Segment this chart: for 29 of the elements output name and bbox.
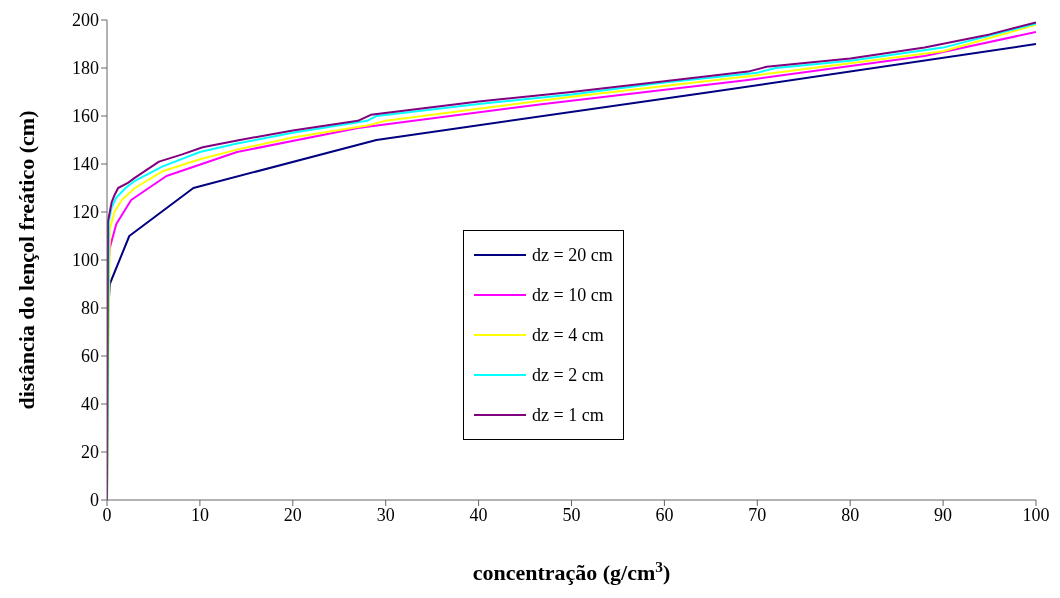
y-tick-label: 40 bbox=[81, 394, 99, 415]
x-tick-label: 60 bbox=[655, 504, 674, 525]
x-tick-label: 70 bbox=[748, 504, 767, 525]
x-tick-label: 20 bbox=[283, 504, 302, 525]
x-tick-label: 100 bbox=[1022, 504, 1050, 525]
legend-label: dz = 1 cm bbox=[532, 404, 604, 426]
y-tick-label: 120 bbox=[72, 202, 99, 223]
y-tick-label: 60 bbox=[81, 346, 99, 367]
y-tick-label: 200 bbox=[72, 10, 99, 31]
x-tick-label: 40 bbox=[469, 504, 488, 525]
x-tick-label: 50 bbox=[562, 504, 581, 525]
legend-label: dz = 2 cm bbox=[532, 364, 604, 386]
y-tick-label: 100 bbox=[72, 250, 99, 271]
legend-label: dz = 10 cm bbox=[532, 284, 613, 306]
x-axis-title: concentração (g/cm$^{3}$) bbox=[472, 557, 671, 585]
y-tick-label: 160 bbox=[72, 106, 99, 127]
y-tick-label: 0 bbox=[90, 490, 99, 511]
y-tick-label: 180 bbox=[72, 58, 99, 79]
y-tick-label: 140 bbox=[72, 154, 99, 175]
x-tick-label: 0 bbox=[102, 504, 112, 525]
x-tick-label: 10 bbox=[190, 504, 209, 525]
y-axis-title: distância do lençol freático (cm) bbox=[14, 110, 39, 410]
x-tick-label: 80 bbox=[841, 504, 860, 525]
y-tick-label: 80 bbox=[81, 298, 99, 319]
x-tick-label: 90 bbox=[934, 504, 953, 525]
legend-label: dz = 20 cm bbox=[532, 244, 613, 266]
y-tick-label: 20 bbox=[81, 442, 99, 463]
x-tick-label: 30 bbox=[376, 504, 395, 525]
legend-label: dz = 4 cm bbox=[532, 324, 604, 346]
